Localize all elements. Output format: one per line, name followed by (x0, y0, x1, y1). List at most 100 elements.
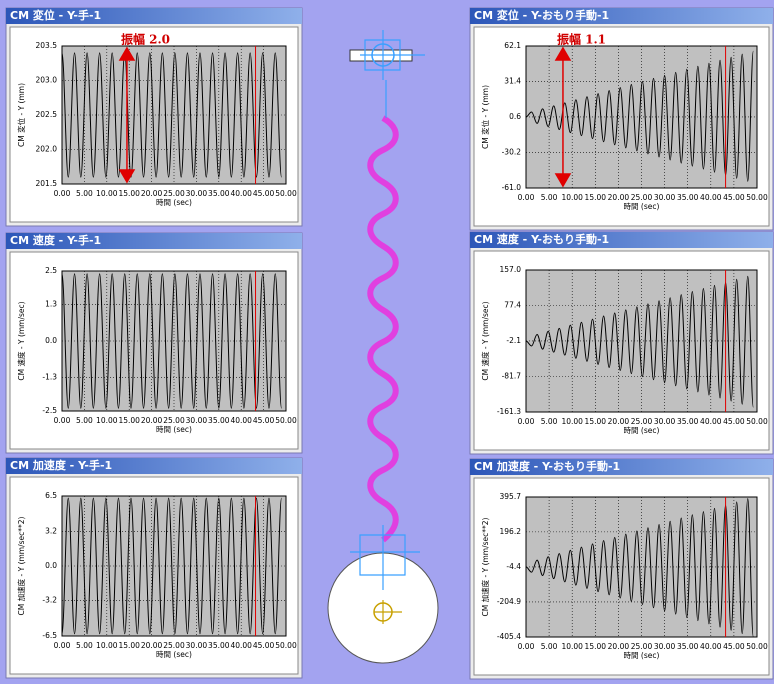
amplitude-arrow (554, 46, 572, 188)
y-tick-label: -405.4 (497, 632, 521, 641)
x-tick-label: 15.00 (585, 193, 607, 202)
x-tick-label: 30.00 (654, 193, 676, 202)
y-tick-label: 203.0 (36, 76, 58, 85)
title-bar (470, 8, 773, 24)
x-tick-label: 20.00 (141, 189, 163, 198)
x-tick-label: 50.00 (746, 193, 768, 202)
y-tick-label: -61.0 (502, 183, 522, 192)
window-title: CM 変位 - Y-手-1 (10, 8, 101, 22)
weight-frame (350, 525, 420, 590)
y-tick-label: 203.5 (36, 41, 58, 50)
x-tick-label: 15.00 (585, 417, 607, 426)
x-tick-label: 10.00 (96, 189, 118, 198)
x-tick-label: 45.00 (253, 416, 275, 425)
data-line (525, 275, 754, 408)
x-tick-label: 50.00 (275, 641, 297, 650)
x-tick-label: 10.00 (561, 417, 583, 426)
y-tick-label: 0.6 (509, 112, 521, 121)
window-title: CM 速度 - Y-手-1 (10, 233, 101, 247)
plot-window: CM 変位 - Y-手-1 201.5 202.0 202.5 203.0 203.5 0.… (5, 7, 303, 227)
x-tick-label: 50.00 (275, 189, 297, 198)
x-tick-label: 35.00 (208, 416, 230, 425)
x-tick-label: 40.00 (700, 193, 722, 202)
x-tick-label: 0.00 (518, 642, 535, 651)
amplitude-arrow (118, 46, 136, 184)
x-tick-label: 25.00 (631, 417, 653, 426)
y-tick-label: -1.3 (42, 372, 57, 381)
y-tick-label: 3.2 (45, 527, 57, 536)
x-tick-label: 0.00 (54, 189, 71, 198)
x-tick-label: 35.00 (677, 642, 699, 651)
plot-window: CM 加速度 - Y-おもり手動-1 -405.4 -204.9 -4.4 196.2 3… (469, 458, 774, 680)
y-tick-label: -6.5 (42, 631, 57, 640)
data-line (61, 497, 283, 635)
x-tick-label: 30.00 (654, 642, 676, 651)
y-tick-label: -2.5 (42, 406, 57, 415)
x-tick-label: 30.00 (186, 189, 208, 198)
window-title: CM 変位 - Y-おもり手動-1 (474, 8, 609, 22)
x-tick-label: 50.00 (275, 416, 297, 425)
y-tick-label: 77.4 (504, 301, 521, 310)
x-tick-label: 0.00 (54, 641, 71, 650)
x-tick-label: 0.00 (518, 193, 535, 202)
y-tick-label: 202.5 (36, 110, 58, 119)
x-tick-label: 20.00 (608, 642, 630, 651)
x-axis-label: 時間 (sec) (156, 198, 192, 207)
window-title: CM 加速度 - Y-手-1 (10, 458, 112, 472)
y-tick-label: -4.4 (506, 562, 521, 571)
y-axis-label: CM 変位 - Y (mm) (16, 83, 26, 147)
y-axis-label: CM 変位 - Y (mm) (480, 85, 490, 149)
title-bar (6, 233, 302, 249)
x-tick-label: 15.00 (118, 416, 140, 425)
data-line (525, 498, 754, 638)
x-tick-label: 45.00 (253, 641, 275, 650)
x-tick-label: 0.00 (518, 417, 535, 426)
y-tick-label: 62.1 (504, 41, 521, 50)
x-tick-label: 40.00 (230, 189, 252, 198)
x-tick-label: 20.00 (608, 417, 630, 426)
x-tick-label: 20.00 (141, 416, 163, 425)
x-tick-label: 50.00 (746, 642, 768, 651)
plot-window: CM 加速度 - Y-手-1-6.5-3.20.03.26.50.00 5.00 1… (5, 457, 303, 679)
plot-window: CM 速度 - Y-おもり手動-1 -161.3 -81.7 -2.1 77.4 157.… (469, 231, 774, 455)
x-tick-label: 5.00 (76, 641, 93, 650)
x-axis-label: 時間 (sec) (624, 651, 660, 660)
spring (367, 115, 399, 543)
weight-axes (374, 600, 402, 624)
x-tick-label: 10.00 (561, 642, 583, 651)
annotation: 振幅 2.0 (121, 32, 170, 47)
x-tick-label: 35.00 (208, 641, 230, 650)
3d-view (327, 30, 439, 664)
x-tick-label: 5.00 (541, 193, 558, 202)
x-axis-label: 時間 (sec) (624, 426, 660, 435)
y-tick-label: 31.4 (504, 76, 521, 85)
annotation: 振幅 1.1 (557, 32, 606, 47)
x-tick-label: 25.00 (631, 642, 653, 651)
x-tick-label: 25.00 (163, 416, 185, 425)
x-tick-label: 30.00 (654, 417, 676, 426)
x-axis-label: 時間 (sec) (156, 425, 192, 434)
y-tick-label: 201.5 (36, 179, 58, 188)
y-tick-label: -81.7 (502, 371, 522, 380)
x-tick-label: 25.00 (631, 193, 653, 202)
x-tick-label: 45.00 (723, 642, 745, 651)
x-tick-label: 20.00 (141, 641, 163, 650)
x-tick-label: 20.00 (608, 193, 630, 202)
y-tick-label: 202.0 (36, 145, 58, 154)
x-tick-label: 5.00 (541, 642, 558, 651)
title-bar (470, 232, 773, 248)
x-tick-label: 35.00 (677, 193, 699, 202)
x-tick-label: 40.00 (230, 641, 252, 650)
y-tick-label: 196.2 (500, 527, 522, 536)
window-title: CM 加速度 - Y-おもり手動-1 (474, 459, 620, 473)
x-tick-label: 10.00 (96, 641, 118, 650)
x-tick-label: 45.00 (723, 417, 745, 426)
x-tick-label: 40.00 (230, 416, 252, 425)
y-tick-label: 0.0 (45, 561, 57, 570)
plot-window: CM 速度 - Y-手-1 -2.5 -1.3 0.0 1.3 2.5 0.00 5.00 10… (5, 232, 303, 454)
y-axis-label: CM 速度 - Y (mm/sec) (480, 301, 490, 380)
x-tick-label: 40.00 (700, 642, 722, 651)
y-axis-label: CM 加速度 - Y (mm/sec**2) (480, 517, 490, 616)
x-tick-label: 50.00 (746, 417, 768, 426)
